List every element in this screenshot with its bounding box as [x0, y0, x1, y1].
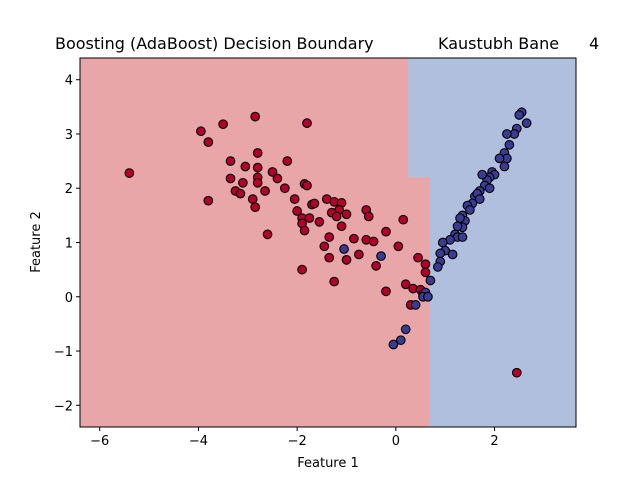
class-1-point: [494, 153, 505, 164]
class-0-point: [381, 226, 391, 237]
class-0-point: [279, 183, 290, 194]
class-0-point: [420, 259, 431, 270]
class-0-point: [250, 111, 261, 122]
y-axis-label: Feature 2: [29, 211, 44, 273]
class-1-point: [423, 291, 433, 302]
x-tick-label: 0: [392, 434, 400, 449]
class-0-point: [124, 168, 135, 178]
class-0-point: [289, 194, 300, 204]
class-0-point: [225, 173, 236, 184]
class-0-point: [297, 264, 307, 275]
class-0-point: [511, 367, 522, 378]
class-0-point: [252, 148, 263, 158]
class-0-point: [329, 276, 340, 287]
class-1-point: [376, 251, 386, 261]
class-1-point: [452, 221, 463, 232]
class-1-point: [457, 232, 468, 242]
class-0-point: [371, 260, 381, 271]
class-0-point: [267, 167, 278, 177]
class-0-point: [240, 161, 251, 172]
class-0-point: [272, 173, 283, 184]
class-0-point: [324, 252, 335, 263]
class-0-point: [420, 267, 431, 278]
class-0-point: [349, 233, 359, 244]
y-tick-label: 4: [65, 74, 73, 89]
class-0-point: [324, 232, 335, 242]
chart-title-author: Kaustubh Bane: [438, 34, 559, 53]
class-1-point: [447, 249, 458, 260]
class-0-point: [262, 229, 273, 240]
class-0-point: [282, 156, 293, 166]
class-1-point: [455, 213, 465, 223]
class-0-point: [319, 241, 330, 252]
class-1-region: [408, 58, 576, 427]
class-1-point: [502, 129, 512, 139]
y-tick-label: 1: [65, 237, 73, 252]
class-1-point: [504, 139, 515, 150]
class-1-point: [410, 300, 421, 310]
y-tick-label: 2: [65, 182, 73, 197]
class-0-point: [238, 177, 248, 188]
chart-title-number: 4: [589, 34, 599, 53]
class-0-point: [260, 186, 270, 196]
chart-title: Boosting (AdaBoost) Decision Boundary: [55, 34, 374, 53]
class-1-point: [400, 324, 411, 335]
y-tick-label: 0: [65, 291, 73, 306]
class-0-point: [302, 118, 312, 128]
class-0-point: [218, 119, 228, 130]
x-tick-label: −2: [288, 434, 307, 449]
class-1-point: [521, 118, 532, 128]
class-0-point: [413, 252, 423, 263]
class-0-point: [341, 255, 352, 265]
x-tick-label: 2: [490, 434, 498, 449]
y-tick-label: 3: [65, 128, 73, 143]
class-0-point: [314, 217, 325, 227]
class-0-point: [398, 214, 409, 225]
class-0-point: [368, 236, 379, 247]
class-0-point: [225, 156, 236, 166]
class-0-point: [304, 213, 315, 223]
x-axis-label: Feature 1: [297, 456, 359, 471]
x-tick-label: −4: [189, 434, 208, 449]
class-0-point: [302, 180, 312, 191]
class-0-point: [252, 162, 263, 173]
class-0-point: [292, 206, 303, 216]
class-0-point: [341, 209, 352, 220]
class-1-point: [514, 110, 525, 120]
class-0-point: [250, 202, 261, 213]
class-0-point: [363, 211, 374, 222]
class-0-point: [203, 137, 214, 147]
class-0-point: [309, 198, 320, 209]
class-1-point: [499, 161, 510, 172]
class-0-point: [400, 279, 411, 290]
class-1-point: [477, 169, 488, 180]
class-0-point: [381, 286, 391, 297]
class-1-point: [432, 262, 443, 272]
class-0-point: [203, 195, 214, 206]
class-0-point: [247, 194, 258, 204]
class-1-point: [484, 183, 495, 194]
class-1-point: [437, 237, 448, 248]
class-0-point: [353, 249, 364, 260]
class-1-point: [395, 335, 406, 346]
class-1-point: [465, 205, 475, 215]
y-tick-label: −1: [54, 345, 73, 360]
class-1-point: [435, 248, 446, 259]
class-0-point: [393, 241, 404, 252]
y-tick-label: −2: [54, 399, 73, 414]
class-1-point: [388, 339, 399, 350]
class-0-point: [196, 126, 206, 137]
class-0-point: [235, 188, 246, 199]
class-0-point: [299, 225, 310, 236]
x-tick-label: −6: [90, 434, 109, 449]
class-0-point: [252, 177, 263, 188]
class-1-point: [425, 275, 436, 286]
class-0-point: [331, 211, 342, 222]
class-0-point: [336, 221, 347, 232]
class-1-point: [474, 194, 485, 204]
class-1-point: [339, 244, 349, 254]
